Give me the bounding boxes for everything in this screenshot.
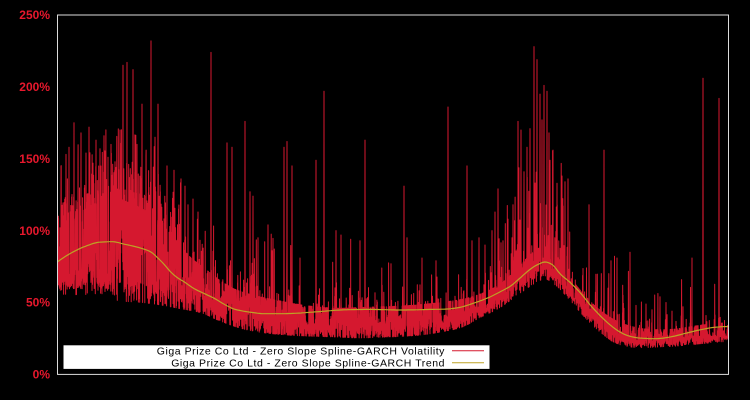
svg-text:0%: 0%: [33, 368, 51, 382]
svg-text:100%: 100%: [19, 224, 50, 238]
svg-text:50%: 50%: [26, 296, 50, 310]
svg-text:Giga Prize Co Ltd - Zero Slope: Giga Prize Co Ltd - Zero Slope Spline-GA…: [171, 358, 445, 370]
svg-text:Giga Prize Co Ltd - Zero Slope: Giga Prize Co Ltd - Zero Slope Spline-GA…: [157, 346, 445, 358]
svg-text:150%: 150%: [19, 152, 50, 166]
svg-text:200%: 200%: [19, 80, 50, 94]
svg-text:250%: 250%: [19, 8, 50, 22]
